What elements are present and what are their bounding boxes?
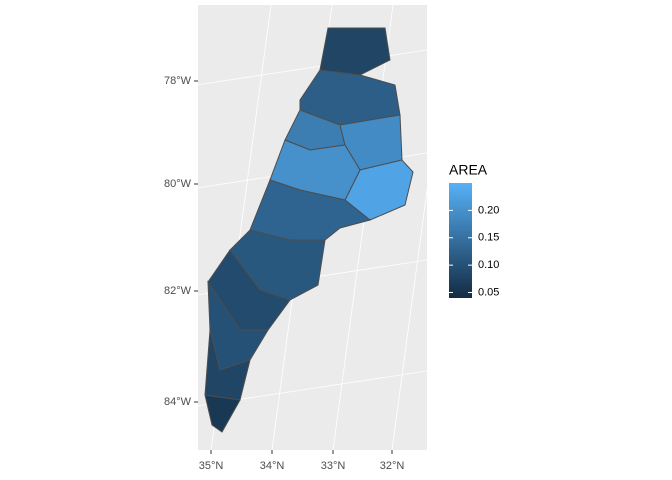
regions	[204, 27, 414, 433]
x-tick-label: 33°N	[321, 460, 346, 472]
legend-tick-label: 0.05	[478, 286, 499, 298]
county-region	[319, 27, 391, 76]
x-tick-label: 34°N	[260, 460, 285, 472]
county-region	[204, 394, 241, 433]
grid-line	[198, 49, 427, 86]
x-tick-label: 32°N	[380, 460, 405, 472]
grid-line	[391, 187, 427, 450]
grid-line	[198, 370, 427, 407]
x-tick-label: 35°N	[199, 460, 224, 472]
colorbar	[449, 183, 472, 298]
legend-tick-label: 0.15	[478, 232, 499, 244]
y-tick-label: 80°W	[164, 178, 192, 190]
y-tick-label: 84°W	[164, 396, 192, 408]
legend-tick-label: 0.10	[478, 259, 499, 271]
legend-tick-label: 0.20	[478, 204, 499, 216]
axes: 78°W 80°W 82°W 84°W 35°N 34°N 33°N 32°N 0.05 0.10…	[164, 75, 499, 472]
y-tick-label: 82°W	[164, 285, 192, 297]
county-region	[204, 329, 251, 401]
y-tick-label: 78°W	[164, 75, 192, 87]
grid-line	[332, 5, 394, 450]
legend-title: AREA	[449, 162, 488, 178]
